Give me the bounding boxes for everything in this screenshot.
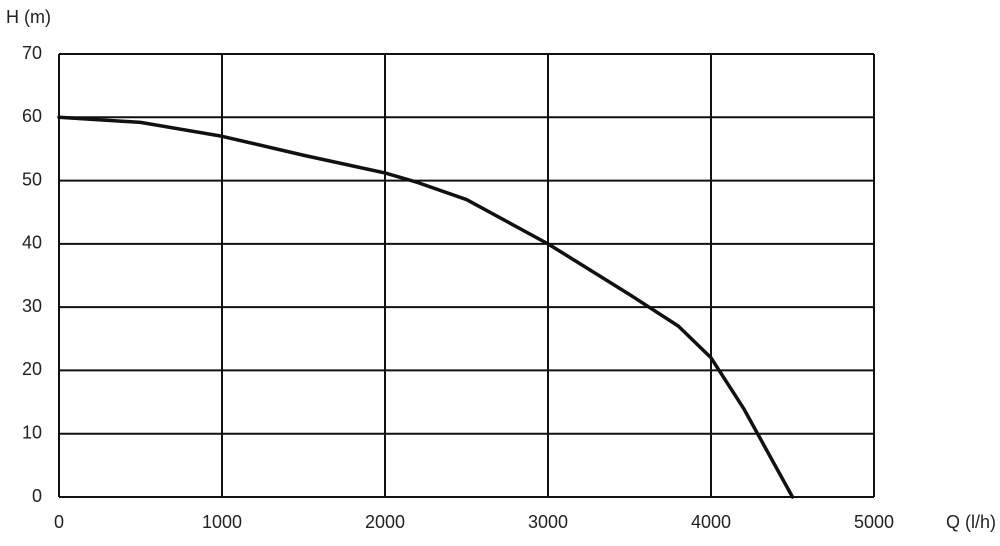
x-tick-label: 2000 xyxy=(365,512,405,532)
x-tick-label: 3000 xyxy=(528,512,568,532)
y-tick-label: 30 xyxy=(22,296,42,316)
x-tick-label: 1000 xyxy=(202,512,242,532)
curve xyxy=(57,115,795,499)
y-tick-label: 40 xyxy=(22,233,42,253)
x-tick-label: 4000 xyxy=(691,512,731,532)
y-tick-label: 70 xyxy=(22,43,42,63)
y-tick-label: 50 xyxy=(22,169,42,189)
y-tick-label: 0 xyxy=(32,486,42,506)
y-axis-label: H (m) xyxy=(6,7,51,27)
y-tick-label: 60 xyxy=(22,106,42,126)
y-tick-label: 20 xyxy=(22,359,42,379)
x-tick-label: 0 xyxy=(54,512,64,532)
x-tick-label: 5000 xyxy=(854,512,894,532)
y-tick-label: 10 xyxy=(22,422,42,442)
x-axis-label: Q (l/h) xyxy=(946,512,996,532)
